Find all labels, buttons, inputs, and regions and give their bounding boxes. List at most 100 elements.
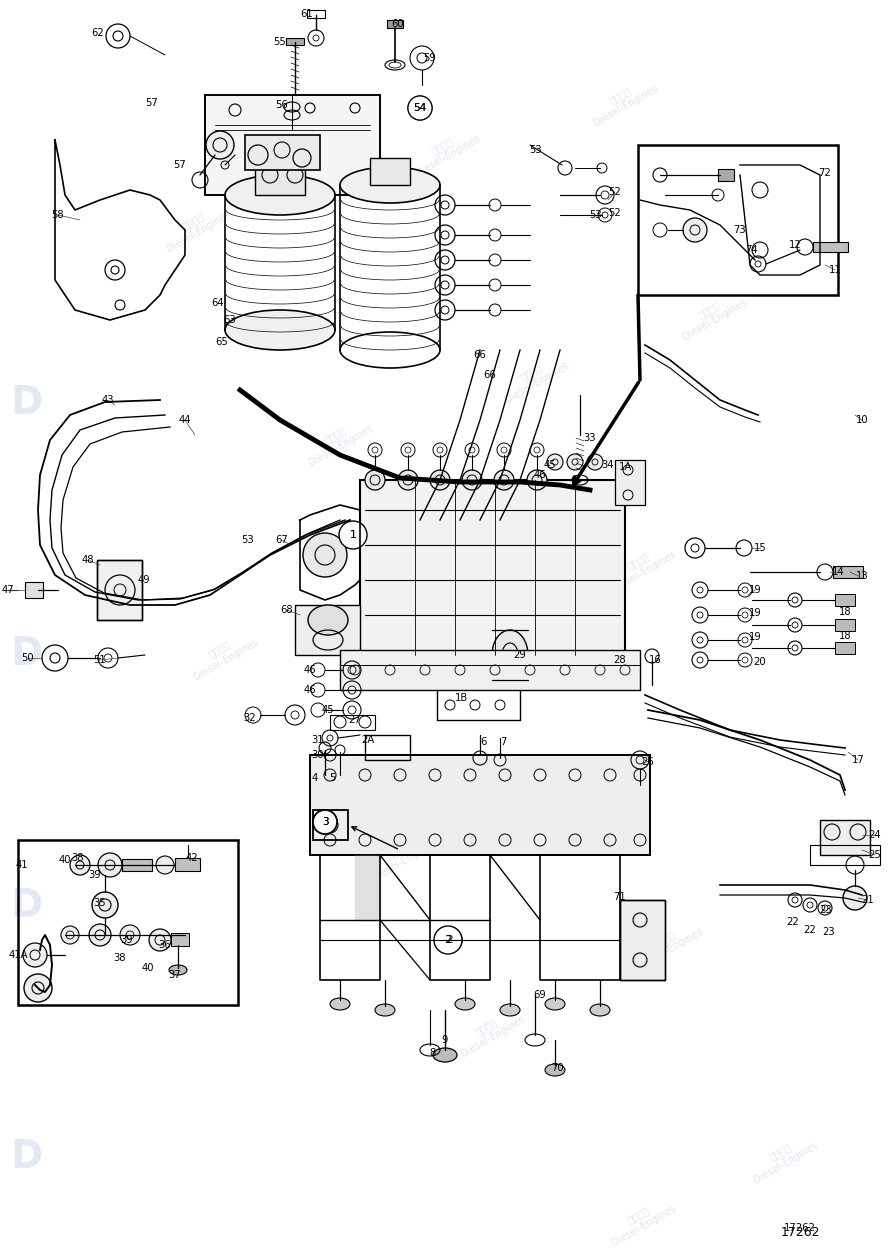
Circle shape [70,855,90,876]
Text: 52: 52 [609,187,621,198]
Text: 紫发动力
Diesel-Engines: 紫发动力 Diesel-Engines [747,1130,820,1185]
Text: 紫发动力
Diesel-Engines: 紫发动力 Diesel-Engines [676,287,748,342]
Circle shape [438,928,462,952]
Text: 23: 23 [822,927,836,937]
Text: D: D [11,384,43,421]
Ellipse shape [169,965,187,975]
Circle shape [206,131,234,159]
Text: 18: 18 [838,608,852,616]
Text: 48: 48 [82,555,94,565]
Circle shape [303,533,347,577]
Text: 17262: 17262 [784,1223,816,1233]
Text: 13: 13 [855,571,869,581]
Text: 58: 58 [52,210,64,220]
Text: 21: 21 [862,894,874,905]
Text: 11: 11 [829,265,841,276]
Bar [810,845,880,866]
Text: 紫发动力
Diesel-Engines: 紫发动力 Diesel-Engines [604,1193,677,1248]
Ellipse shape [545,1064,565,1076]
Text: 18: 18 [838,632,852,642]
Text: D: D [11,635,43,673]
Ellipse shape [330,998,350,1010]
Text: 68: 68 [280,605,294,615]
Circle shape [341,523,365,547]
Text: 57: 57 [146,98,158,108]
Circle shape [313,810,337,834]
Bar [205,96,380,195]
Circle shape [149,928,171,951]
Circle shape [339,521,367,548]
Text: 3: 3 [321,816,328,827]
Text: 紫发动力
Diesel-Engines: 紫发动力 Diesel-Engines [631,916,704,971]
Ellipse shape [433,1048,457,1062]
Text: 2: 2 [447,935,453,945]
Text: 62: 62 [92,28,104,38]
Text: 7: 7 [500,737,506,747]
Text: 14: 14 [831,567,845,577]
Circle shape [408,96,432,120]
Text: 34: 34 [602,460,614,470]
Ellipse shape [225,309,335,350]
Bar [25,582,43,598]
Text: 71: 71 [613,892,627,902]
Text: 27: 27 [349,715,361,725]
Text: 35: 35 [93,898,106,908]
Bar [620,899,665,980]
Text: 10: 10 [855,415,869,425]
Circle shape [843,886,867,910]
Text: 紫发动力
Diesel-Engines: 紫发动力 Diesel-Engines [409,123,481,179]
Circle shape [494,470,514,491]
Text: 54: 54 [413,103,426,113]
Text: 36: 36 [158,940,171,950]
Bar [255,165,305,195]
Circle shape [527,470,547,491]
Text: 64: 64 [212,298,224,308]
Text: 16: 16 [649,655,661,665]
Bar [387,20,403,28]
Bar [18,840,238,1005]
Text: 12: 12 [789,240,801,250]
Text: 46: 46 [303,686,316,694]
Text: 53: 53 [588,210,602,220]
Text: 40: 40 [142,964,154,972]
Text: 43: 43 [101,395,114,405]
Bar [295,605,360,655]
Text: 42: 42 [186,853,198,863]
Ellipse shape [500,1004,520,1016]
Bar [835,594,855,606]
Text: 19: 19 [748,608,761,618]
Text: 45: 45 [321,704,335,715]
Text: 72: 72 [819,169,831,177]
Circle shape [430,470,450,491]
Bar [370,159,410,185]
Text: 70: 70 [552,1063,564,1073]
Circle shape [434,926,462,954]
Bar [360,481,625,655]
Bar [615,460,645,504]
Text: 57: 57 [174,160,186,170]
Text: D: D [11,1138,43,1176]
Text: 紫发动力
Diesel-Engines: 紫发动力 Diesel-Engines [364,828,437,883]
Ellipse shape [545,998,565,1010]
Ellipse shape [455,998,475,1010]
Text: 紫发动力
Diesel-Engines: 紫发动力 Diesel-Engines [498,350,570,405]
Ellipse shape [225,175,335,215]
Bar [175,858,200,871]
Bar [310,755,650,855]
Circle shape [683,218,707,242]
Circle shape [89,923,111,946]
Text: 17262: 17262 [781,1225,820,1238]
Text: 紫发动力
Diesel-Engines: 紫发动力 Diesel-Engines [604,538,677,594]
Text: 61: 61 [301,9,313,19]
Bar [638,145,838,294]
Circle shape [547,454,563,470]
Text: 60: 60 [392,19,404,29]
Text: 59: 59 [424,53,436,63]
Bar [833,566,863,577]
Text: 66: 66 [483,370,497,380]
Bar [835,619,855,632]
Bar [820,820,870,855]
Polygon shape [355,855,380,920]
Text: 8: 8 [429,1048,435,1058]
Circle shape [24,974,52,1003]
